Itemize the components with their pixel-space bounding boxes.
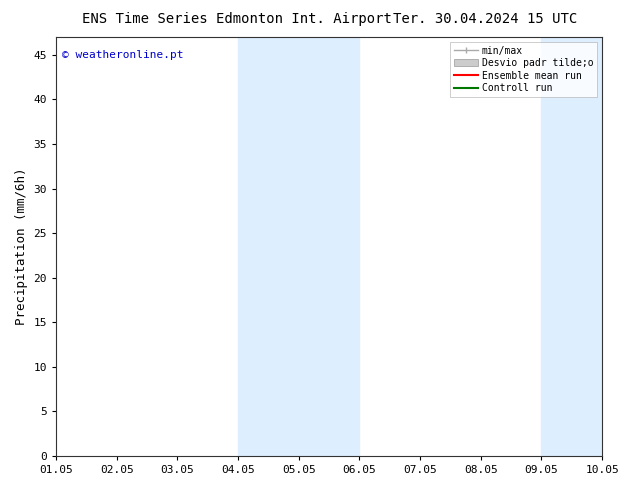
Bar [541, 37, 633, 456]
Bar [238, 37, 359, 456]
Text: © weatheronline.pt: © weatheronline.pt [61, 49, 183, 60]
Legend: min/max, Desvio padr tilde;o, Ensemble mean run, Controll run: min/max, Desvio padr tilde;o, Ensemble m… [450, 42, 597, 97]
Text: ENS Time Series Edmonton Int. Airport: ENS Time Series Edmonton Int. Airport [82, 12, 392, 26]
Y-axis label: Precipitation (mm/6h): Precipitation (mm/6h) [15, 168, 28, 325]
Text: Ter. 30.04.2024 15 UTC: Ter. 30.04.2024 15 UTC [393, 12, 578, 26]
